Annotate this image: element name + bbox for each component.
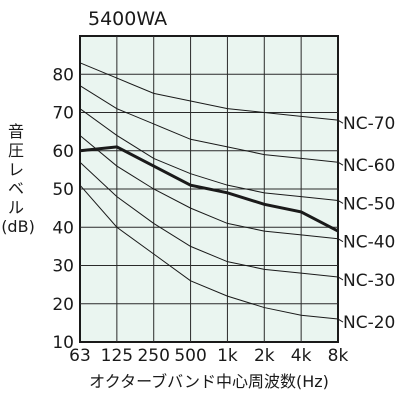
nc-40-curve (79, 135, 339, 240)
nc-20-label-leader (337, 318, 344, 323)
nc-60-curve (79, 85, 339, 163)
y-tick-label: 10 (52, 333, 74, 353)
chart-title: 5400WA (88, 8, 167, 30)
nc-20-label: NC-20 (343, 313, 395, 333)
x-tick-label: 125 (101, 346, 133, 366)
nc-70-label: NC-70 (343, 114, 395, 134)
x-axis-title: オクターブバンド中心周波数(Hz) (89, 372, 329, 391)
nc-30-label: NC-30 (343, 271, 395, 291)
x-tick-labels: 63 125 250 500 1k 2k 4k 8k (69, 346, 348, 366)
nc-30-curve (79, 161, 339, 278)
nc-50-curve (79, 108, 339, 201)
nc-50-label-leader (337, 200, 344, 204)
nc-40-label: NC-40 (343, 233, 395, 253)
y-tick-label: 70 (52, 104, 74, 124)
y-axis-title-char: ル (8, 198, 24, 217)
y-tick-label: 40 (52, 218, 74, 238)
x-tick-label: 500 (174, 346, 206, 366)
nc-70-curve (79, 62, 339, 121)
y-axis-title-char: レ (8, 160, 24, 179)
nc-70-label-leader (337, 119, 344, 124)
nc-60-label: NC-60 (343, 156, 395, 176)
x-tick-label: 8k (328, 346, 349, 366)
x-tick-label: 2k (254, 346, 275, 366)
x-tick-label: 250 (137, 346, 169, 366)
nc-30-label-leader (337, 276, 344, 281)
measured-series (79, 145, 339, 233)
x-tick-label: 63 (69, 346, 91, 366)
y-tick-labels: 10 20 30 40 50 60 70 80 (52, 65, 74, 353)
y-axis-title-char: ベ (8, 179, 24, 198)
y-axis-unit: (dB) (1, 217, 35, 236)
x-tick-label: 1k (217, 346, 238, 366)
nc-reference-curves (79, 62, 339, 320)
y-tick-label: 20 (52, 295, 74, 315)
nc-50-label: NC-50 (343, 194, 395, 214)
nc-40-label-leader (337, 238, 344, 243)
y-tick-label: 50 (52, 180, 74, 200)
x-tick-label: 4k (291, 346, 312, 366)
nc-curve-labels: NC-70 NC-60 NC-50 NC-40 NC-30 NC-20 (337, 114, 395, 333)
series-line (79, 145, 339, 233)
nc-20-curve (79, 184, 339, 320)
y-tick-label: 30 (52, 257, 74, 277)
y-tick-label: 60 (52, 142, 74, 162)
y-axis-title-char: 音 (8, 122, 24, 141)
y-tick-label: 80 (52, 65, 74, 85)
nc-60-label-leader (337, 161, 344, 166)
y-axis-title-char: 圧 (8, 141, 24, 160)
